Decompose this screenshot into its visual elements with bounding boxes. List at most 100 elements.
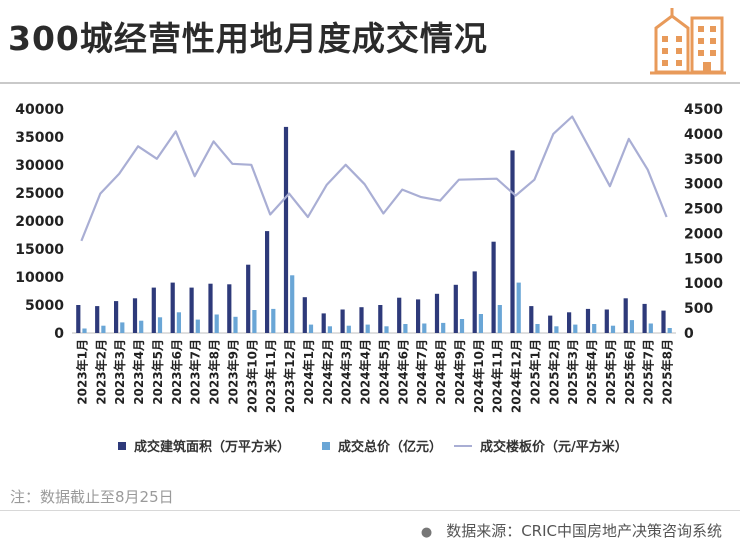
bar-area — [76, 305, 81, 333]
bar-total — [554, 326, 559, 333]
y-tick-label-left: 25000 — [15, 186, 64, 202]
legend-item-area: 成交建筑面积（万平方米） — [118, 436, 290, 455]
bar-area — [359, 307, 364, 333]
bar-total — [327, 326, 332, 333]
x-tick-label: 2025年8月 — [660, 339, 675, 405]
y-tick-label-left: 10000 — [15, 270, 64, 286]
x-tick-label: 2024年6月 — [395, 339, 410, 405]
bar-total — [403, 324, 408, 333]
bar-area — [434, 293, 440, 333]
legend-swatch-price — [454, 444, 472, 447]
x-tick-label: 2023年9月 — [225, 339, 240, 405]
bar-total — [365, 324, 370, 333]
bar-area — [302, 297, 307, 333]
x-tick-label: 2025年6月 — [622, 339, 637, 405]
bar-area — [170, 282, 175, 333]
bar-total — [648, 323, 653, 333]
x-tick-label: 2023年2月 — [93, 339, 108, 405]
bar-area — [604, 309, 609, 333]
y-tick-label-left: 20000 — [15, 214, 64, 230]
footer-divider — [0, 510, 740, 511]
bar-total — [592, 324, 597, 333]
x-tick-label: 2025年5月 — [603, 339, 618, 405]
x-tick-label: 2024年7月 — [414, 339, 429, 405]
y-tick-label-right: 1000 — [684, 276, 723, 292]
y-tick-label-right: 4000 — [684, 127, 723, 143]
legend-item-price: 成交楼板价（元/平方米） — [454, 436, 628, 455]
bar-total — [195, 319, 200, 333]
y-tick-label-left: 40000 — [15, 102, 64, 118]
chart-plot: 0500010000150002000025000300003500040000… — [15, 102, 723, 413]
bar-total — [535, 324, 540, 333]
y-tick-label-right: 1500 — [684, 251, 723, 267]
x-tick-label: 2025年7月 — [641, 339, 656, 405]
x-tick-label: 2025年4月 — [584, 339, 599, 405]
x-tick-label: 2024年3月 — [339, 339, 354, 405]
bullet-dot-icon: ● — [420, 525, 433, 540]
bar-total — [459, 319, 465, 333]
y-tick-label-right: 3500 — [684, 152, 723, 168]
bar-total — [384, 326, 389, 333]
building-icon — [650, 8, 726, 75]
bar-area — [623, 298, 628, 333]
legend-label-price: 成交楼板价（元/平方米） — [480, 440, 628, 455]
x-tick-label: 2023年3月 — [112, 339, 127, 405]
bar-area — [529, 306, 534, 333]
x-tick-label: 2023年6月 — [169, 339, 184, 405]
bar-area — [132, 298, 138, 333]
bar-area — [585, 308, 591, 333]
chart-title: 300城经营性用地月度成交情况 — [8, 19, 488, 58]
y-tick-label-right: 500 — [684, 301, 713, 317]
bar-area — [510, 150, 515, 333]
bar-area — [114, 301, 119, 333]
x-tick-label: 2023年8月 — [207, 339, 222, 405]
bar-area — [321, 313, 326, 333]
bar-area — [453, 284, 458, 333]
legend-swatch-area — [118, 441, 126, 450]
x-tick-label: 2024年10月 — [471, 339, 486, 413]
legend-swatch-total — [322, 441, 330, 450]
y-tick-label-left: 5000 — [25, 298, 64, 314]
bar-area — [378, 305, 383, 333]
bar-total — [629, 320, 634, 333]
x-tick-label: 2023年11月 — [263, 339, 278, 413]
bar-area — [189, 287, 194, 333]
bar-total — [82, 328, 87, 333]
x-tick-label: 2024年2月 — [320, 339, 335, 405]
x-tick-label: 2025年2月 — [546, 339, 561, 405]
bar-total — [573, 324, 578, 333]
bar-area — [491, 241, 496, 333]
x-tick-label: 2023年5月 — [150, 339, 165, 405]
bar-total — [271, 308, 276, 333]
bar-area — [265, 231, 270, 333]
bar-total — [308, 324, 314, 333]
data-cutoff-note: 注：数据截止至8月25日 — [10, 488, 174, 506]
price-line — [80, 115, 668, 242]
bar-area — [397, 297, 402, 333]
bar-total — [139, 320, 144, 333]
x-tick-label: 2024年9月 — [452, 339, 467, 405]
header-divider — [0, 82, 740, 84]
x-tick-label: 2025年3月 — [565, 339, 580, 405]
bar-area — [227, 284, 232, 333]
legend-label-total: 成交总价（亿元） — [338, 440, 443, 455]
x-tick-label: 2024年4月 — [358, 339, 373, 405]
bar-area — [661, 310, 666, 333]
bar-total — [157, 317, 163, 333]
bar-total — [478, 314, 483, 333]
y-tick-label-left: 30000 — [15, 158, 64, 174]
bar-area — [246, 264, 251, 333]
bar-total — [252, 310, 257, 333]
bar-area — [472, 271, 477, 333]
bar-total — [610, 325, 616, 333]
bar-total — [176, 312, 181, 333]
y-tick-label-left: 0 — [54, 326, 64, 342]
bar-area — [548, 315, 553, 333]
data-source: ● 数据来源：CRIC中国房地产决策咨询系统 — [421, 520, 722, 541]
x-tick-label: 2023年1月 — [74, 339, 89, 405]
y-tick-label-right: 2500 — [684, 202, 723, 218]
y-tick-label-right: 2000 — [684, 226, 723, 242]
x-tick-label: 2025年1月 — [527, 339, 542, 405]
bar-area — [283, 126, 289, 334]
bar-area — [208, 283, 213, 333]
